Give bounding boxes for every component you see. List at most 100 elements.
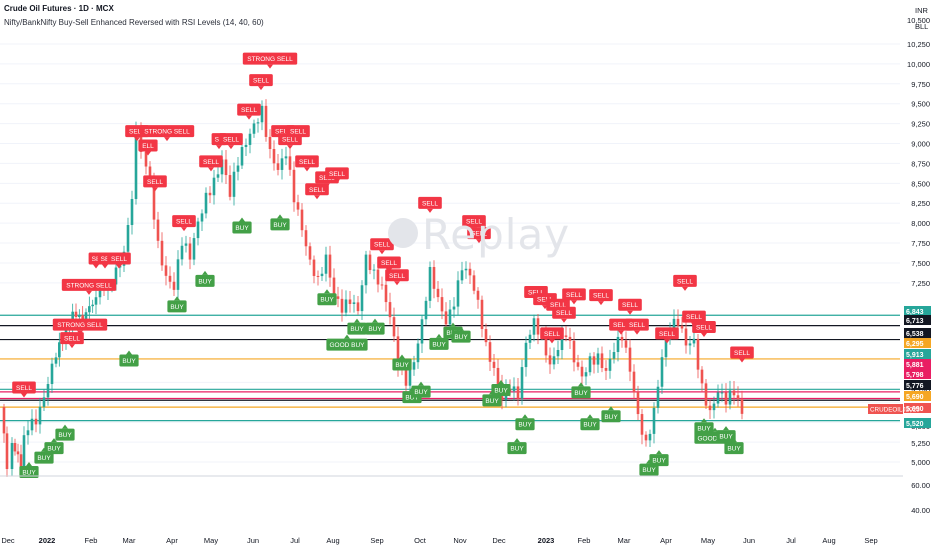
x-tick-label: Jul xyxy=(290,536,300,545)
candle xyxy=(248,128,252,154)
candle xyxy=(660,349,664,394)
y-tick-label: 7,250 xyxy=(911,279,930,288)
sell-signal: ELL xyxy=(138,139,158,156)
candle xyxy=(34,409,38,433)
replay-watermark: Replay xyxy=(422,210,571,259)
svg-text:GOOD BUY: GOOD BUY xyxy=(697,435,733,442)
x-tick-label: Feb xyxy=(85,536,98,545)
svg-text:SELL: SELL xyxy=(381,260,397,267)
svg-text:SELL: SELL xyxy=(290,129,306,136)
svg-text:6,538: 6,538 xyxy=(906,331,924,338)
sell-signal: STRONG SELL xyxy=(139,125,195,142)
svg-text:SELL: SELL xyxy=(241,107,257,114)
sell-signal: SELL xyxy=(172,215,196,232)
svg-text:BUY: BUY xyxy=(604,414,618,421)
buy-signal: BUY xyxy=(317,289,337,306)
sell-signal: SELL xyxy=(673,274,697,291)
candle xyxy=(428,261,432,309)
candle xyxy=(344,290,348,317)
candle xyxy=(464,261,468,279)
candle xyxy=(608,349,612,379)
svg-text:SELL: SELL xyxy=(253,78,269,85)
candle xyxy=(480,295,484,338)
candle xyxy=(288,147,292,176)
candle xyxy=(512,377,516,401)
svg-text:BUY: BUY xyxy=(719,434,733,441)
candle xyxy=(492,353,496,376)
buy-signal: BUY xyxy=(491,380,511,396)
candle xyxy=(164,256,168,286)
sell-signal: SELL xyxy=(12,381,36,398)
candle xyxy=(216,165,220,182)
price-level-tag: 5,690 xyxy=(904,403,931,413)
buy-signal: BUY xyxy=(580,414,600,431)
svg-text:SELL: SELL xyxy=(329,171,345,178)
candle xyxy=(91,299,94,313)
indicator-label[interactable]: Nifty/BankNifty Buy-Sell Enhanced Revers… xyxy=(4,18,264,27)
candle xyxy=(260,100,264,131)
svg-text:SELL: SELL xyxy=(309,187,325,194)
candle xyxy=(184,235,188,253)
candle xyxy=(604,360,608,381)
svg-text:5,881: 5,881 xyxy=(906,362,924,369)
sell-signal: SELL xyxy=(60,332,84,349)
candle xyxy=(208,186,212,204)
y-tick-label: 10,500 xyxy=(907,16,930,25)
svg-text:BUY: BUY xyxy=(583,422,597,429)
svg-text:BUY: BUY xyxy=(395,362,409,369)
candle xyxy=(336,286,340,308)
price-level-tag: 5,776 xyxy=(904,380,931,390)
candle xyxy=(94,288,98,315)
candle xyxy=(584,367,588,386)
candle xyxy=(232,162,236,206)
buy-signal: BUY xyxy=(411,381,431,398)
x-tick-label: 2023 xyxy=(538,536,555,545)
x-tick-label: 2022 xyxy=(39,536,56,545)
svg-text:BUY: BUY xyxy=(485,398,499,405)
svg-text:5,776: 5,776 xyxy=(906,383,924,390)
sell-signal: SELL xyxy=(370,238,394,255)
y-tick-label: 5,750 xyxy=(911,386,930,395)
candle xyxy=(356,295,360,315)
buy-signal: BUY xyxy=(195,270,215,287)
x-tick-label: Jun xyxy=(743,536,755,545)
x-axis[interactable]: Dec 2022 Feb Mar Apr May Jun Jul Aug Sep Oct Nov Dec… xyxy=(1,536,877,545)
candle xyxy=(448,299,452,329)
buy-signal: BUY xyxy=(571,382,591,399)
x-tick-label: Mar xyxy=(123,536,136,545)
y-tick-label: 10,000 xyxy=(907,60,930,69)
candle xyxy=(340,289,344,322)
x-tick-label: Oct xyxy=(414,536,427,545)
candle xyxy=(596,347,600,373)
candle xyxy=(276,154,280,176)
price-level-tag: 6,843 xyxy=(904,306,931,316)
svg-text:STRONG SELL: STRONG SELL xyxy=(66,282,112,289)
svg-text:5,913: 5,913 xyxy=(906,352,924,359)
candle xyxy=(244,138,248,156)
y-tick-label: 5,000 xyxy=(911,458,930,467)
candle xyxy=(2,403,6,443)
candle xyxy=(548,347,552,374)
candle xyxy=(424,296,428,325)
buy-signal: BUY xyxy=(716,426,736,443)
candle xyxy=(432,260,436,299)
svg-text:BUY: BUY xyxy=(510,446,524,453)
candle xyxy=(656,379,660,414)
svg-text:BUY: BUY xyxy=(198,278,212,285)
candle xyxy=(576,354,580,371)
y-tick-label: 8,750 xyxy=(911,159,930,168)
candle xyxy=(652,402,656,444)
candle xyxy=(196,217,200,246)
svg-text:BUY: BUY xyxy=(414,389,428,396)
svg-text:BUY: BUY xyxy=(652,458,666,465)
buy-signal: BUY xyxy=(55,424,75,441)
sell-signal: SELL xyxy=(418,196,442,213)
candle xyxy=(13,438,17,456)
candle xyxy=(720,383,724,402)
svg-text:5,798: 5,798 xyxy=(906,372,924,379)
candle xyxy=(268,129,272,159)
candle xyxy=(700,366,704,393)
candle xyxy=(416,338,420,369)
svg-text:SELL: SELL xyxy=(299,159,315,166)
candle xyxy=(476,287,480,309)
